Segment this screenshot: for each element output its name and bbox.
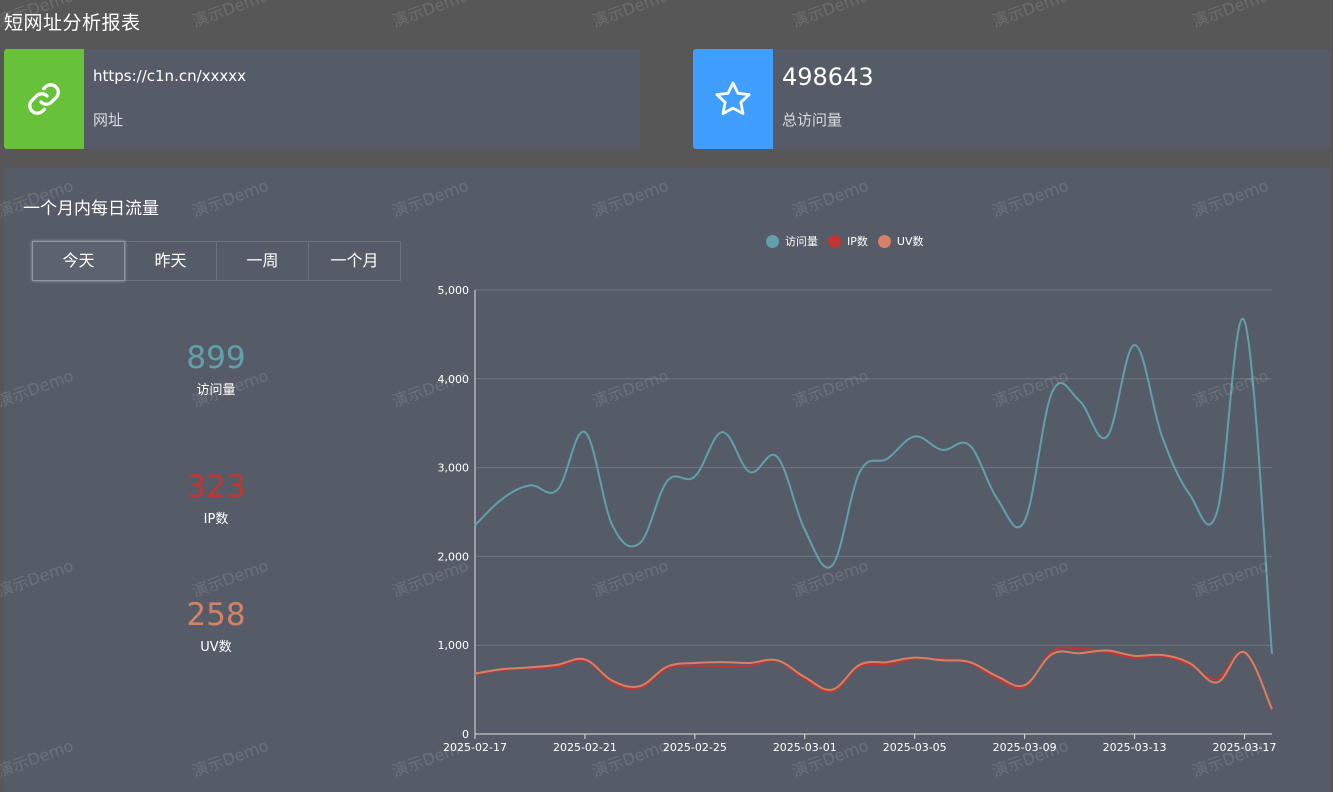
x-tick-label: 2025-03-05: [883, 741, 947, 754]
tab-week[interactable]: 一周: [216, 241, 309, 281]
short-url-value: https://c1n.cn/xxxxx: [93, 67, 247, 85]
star-icon: [715, 81, 751, 115]
legend-dot-visits: [766, 234, 779, 248]
series-line-visits: [474, 317, 1273, 655]
total-visits-label: 总访问量: [782, 111, 843, 129]
range-tabs: 今天 昨天 一周 一个月: [32, 241, 401, 281]
stat-ip-value: 323: [186, 469, 246, 505]
legend-dot-ip: [828, 234, 841, 248]
legend-dot-uv: [877, 234, 891, 248]
traffic-line-chart: 0 1,000 2,000 3,000 4,000 5,000 2025-02-17 2025…: [438, 284, 1277, 754]
x-tick-label: 2025-02-25: [663, 741, 727, 754]
watermark-text: 演示Demo: [189, 0, 271, 31]
short-url-label: 网址: [93, 111, 124, 129]
link-icon: [28, 83, 60, 115]
legend-item-ip[interactable]: IP数: [828, 233, 868, 249]
total-visits-value: 498643: [782, 63, 874, 91]
total-visits-card: 498643 总访问量: [693, 49, 1330, 149]
y-tick-label: 1,000: [438, 639, 470, 652]
stat-visits-value: 899: [186, 340, 246, 376]
watermark-text: 演示Demo: [1189, 0, 1271, 31]
x-tick-label: 2025-03-13: [1103, 741, 1167, 754]
series-line-ip: [474, 646, 1273, 711]
stat-visits-label: 访问量: [196, 383, 236, 398]
y-tick-label: 0: [462, 728, 469, 741]
x-tick-label: 2025-03-01: [773, 741, 837, 754]
x-tick-label: 2025-02-21: [553, 741, 617, 754]
x-tick-label: 2025-03-17: [1213, 741, 1277, 754]
legend-label-ip: IP数: [847, 235, 868, 248]
y-tick-label: 5,000: [438, 284, 470, 297]
legend-label-visits: 访问量: [785, 235, 818, 248]
visits-card-icon-box: [693, 49, 773, 149]
url-card-icon-box: [4, 49, 84, 149]
series-line-uv: [474, 649, 1273, 710]
tab-today[interactable]: 今天: [32, 241, 125, 281]
stat-uv: 258 UV数: [116, 598, 316, 655]
y-tick-label: 4,000: [438, 373, 470, 386]
chart-legend: 访问量 IP数 UV数: [766, 233, 923, 249]
url-card: https://c1n.cn/xxxxx 网址: [4, 49, 640, 149]
daily-traffic-panel: 一个月内每日流量 今天 昨天 一周 一个月 899 访问量 323 IP数 25…: [4, 168, 1330, 792]
stat-visits: 899 访问量: [116, 341, 316, 398]
y-tick-label: 3,000: [438, 462, 470, 475]
panel-title: 一个月内每日流量: [23, 199, 159, 219]
watermark-text: 演示Demo: [789, 0, 871, 31]
legend-item-uv[interactable]: UV数: [877, 233, 924, 249]
legend-label-uv: UV数: [896, 235, 924, 248]
watermark-text: 演示Demo: [989, 0, 1071, 31]
y-tick-label: 2,000: [438, 550, 470, 563]
stat-uv-label: UV数: [200, 640, 232, 655]
page-title: 短网址分析报表: [4, 12, 141, 34]
watermark-text: 演示Demo: [389, 0, 471, 31]
tab-month[interactable]: 一个月: [308, 241, 401, 281]
x-tick-label: 2025-02-17: [443, 741, 507, 754]
stat-ip-label: IP数: [203, 512, 229, 527]
stat-ip: 323 IP数: [116, 470, 316, 527]
stat-uv-value: 258: [186, 597, 246, 633]
legend-item-visits[interactable]: 访问量: [766, 233, 818, 249]
watermark-text: 演示Demo: [589, 0, 671, 31]
x-tick-label: 2025-03-09: [993, 741, 1057, 754]
